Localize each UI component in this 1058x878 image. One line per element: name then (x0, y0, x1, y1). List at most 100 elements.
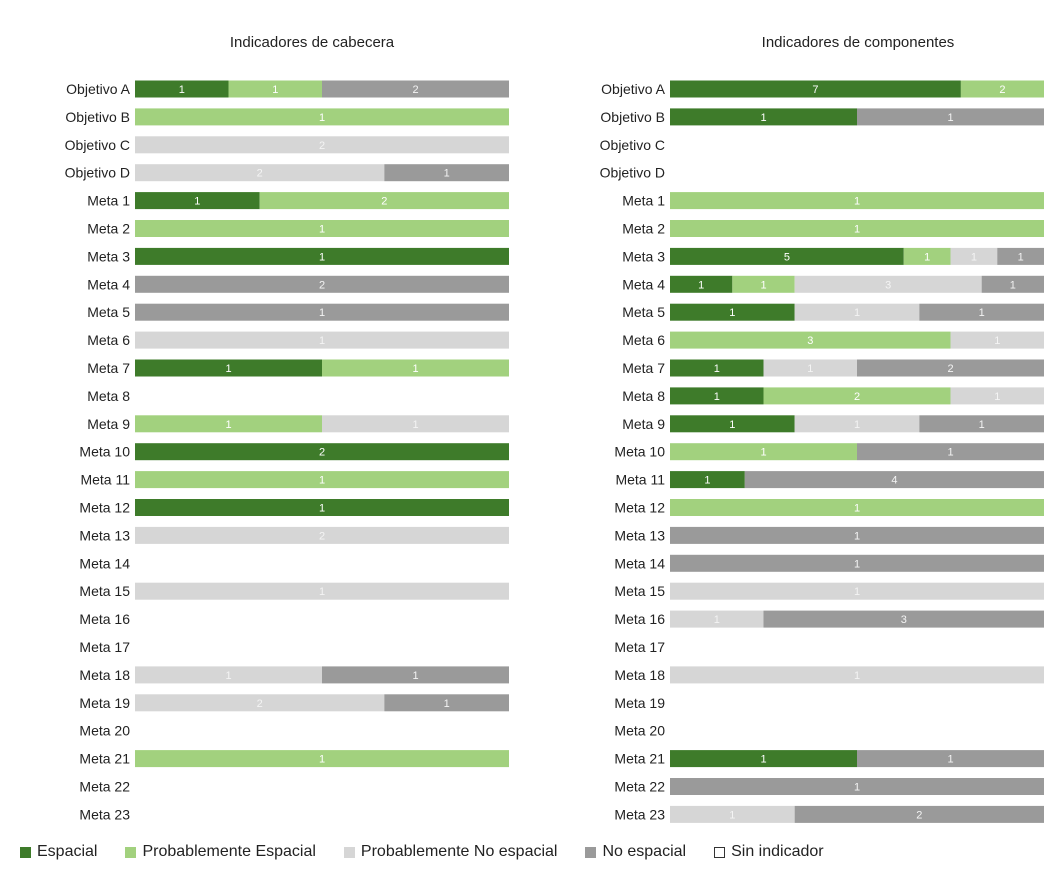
data-label: 1 (179, 84, 185, 96)
data-label: 1 (924, 251, 930, 263)
category-label: Meta 9 (622, 416, 665, 432)
bar-segment-no-espacial (135, 275, 509, 293)
bar-segment-espacial (670, 108, 857, 126)
category-label: Meta 13 (79, 527, 130, 543)
category-label: Meta 22 (614, 779, 665, 795)
data-label: 1 (760, 279, 766, 291)
category-label: Meta 15 (614, 583, 665, 599)
data-label: 1 (1018, 251, 1024, 263)
bar-segment-no-espacial (763, 610, 1044, 628)
category-label: Meta 5 (87, 304, 130, 320)
data-label: 1 (854, 196, 860, 208)
bar-segment-espacial (135, 359, 322, 377)
data-label: 1 (760, 754, 766, 766)
data-label: 1 (979, 307, 985, 319)
data-label: 2 (854, 391, 860, 403)
data-label: 1 (714, 614, 720, 626)
category-label: Meta 8 (87, 388, 130, 404)
bar-segment-no-espacial (857, 443, 1044, 461)
data-label: 7 (812, 84, 818, 96)
category-label: Meta 23 (79, 806, 130, 822)
legend-swatch-no-espacial (585, 846, 597, 858)
data-label: 1 (854, 558, 860, 570)
category-label: Meta 3 (87, 248, 130, 264)
bar-segment-probablemente-no-espacial (794, 415, 920, 433)
bar-segment-espacial (670, 303, 795, 321)
bar-segment-espacial (670, 471, 745, 489)
data-label: 1 (319, 307, 325, 319)
bar-segment-probablemente-no-espacial (135, 164, 385, 182)
data-label: 2 (381, 196, 387, 208)
data-label: 2 (319, 447, 325, 459)
data-label: 1 (807, 363, 813, 375)
data-label: 1 (319, 586, 325, 598)
bar-segment-probablemente-espacial (670, 499, 1044, 516)
bar-segment-no-espacial (135, 303, 509, 321)
bar-segment-espacial (135, 499, 509, 516)
legend-label-espacial: Espacial (37, 843, 98, 860)
data-label: 2 (412, 84, 418, 96)
data-label: 1 (319, 754, 325, 766)
bar-segment-probablemente-espacial (670, 331, 951, 349)
category-label: Meta 12 (79, 500, 130, 516)
bar-segment-espacial (135, 247, 509, 265)
category-label: Meta 20 (614, 723, 665, 739)
category-label: Meta 2 (622, 221, 665, 237)
data-label: 1 (729, 307, 735, 319)
bar-segment-espacial (670, 247, 904, 265)
bar-segment-probablemente-espacial (670, 192, 1044, 210)
bar-segment-probablemente-no-espacial (670, 805, 795, 823)
category-label: Meta 7 (87, 360, 130, 376)
legend-swatch-probablemente-no-espacial (343, 846, 355, 858)
data-label: 1 (854, 670, 860, 682)
bar-segment-probablemente-no-espacial (950, 331, 1044, 349)
legend-item-probablemente-no-espacial: Probablemente No espacial (343, 843, 557, 861)
category-label: Meta 4 (87, 276, 130, 292)
category-label: Meta 8 (622, 388, 665, 404)
data-label: 2 (257, 168, 263, 180)
bar-segment-probablemente-espacial (903, 247, 951, 265)
data-label: 1 (854, 530, 860, 542)
category-label: Meta 14 (614, 555, 665, 571)
bar-segment-no-espacial (384, 164, 509, 182)
bar-segment-no-espacial (919, 303, 1044, 321)
legend-label-sin-indicador: Sin indicador (731, 843, 824, 860)
category-label: Meta 6 (622, 332, 665, 348)
category-label: Meta 19 (79, 695, 130, 711)
legend-swatch-probablemente-espacial (125, 846, 137, 858)
data-label: 1 (704, 475, 710, 487)
bar-segment-espacial (670, 387, 764, 405)
data-label: 1 (994, 335, 1000, 347)
category-label: Meta 16 (79, 611, 130, 627)
bar-segment-espacial (135, 192, 260, 210)
data-label: 1 (947, 447, 953, 459)
category-label: Meta 3 (622, 248, 665, 264)
category-label: Meta 20 (79, 723, 130, 739)
legend-label-probablemente-espacial: Probablemente Espacial (142, 843, 316, 860)
data-label: 1 (971, 251, 977, 263)
category-label: Meta 19 (614, 695, 665, 711)
data-label: 1 (412, 670, 418, 682)
data-label: 2 (319, 530, 325, 542)
category-label: Meta 1 (622, 193, 665, 209)
category-label: Meta 14 (79, 555, 130, 571)
data-label: 2 (319, 140, 325, 152)
data-label: 1 (225, 419, 231, 431)
chart-title: Indicadores de cabecera (230, 34, 395, 51)
data-label: 1 (760, 112, 766, 124)
legend-item-espacial: Espacial (20, 843, 97, 861)
legend-item-sin-indicador: Sin indicador (714, 843, 824, 861)
bar-segment-no-espacial (322, 666, 509, 684)
data-label: 3 (885, 279, 891, 291)
bar-segment-probablemente-espacial (670, 220, 1044, 237)
category-label: Meta 5 (622, 304, 665, 320)
data-label: 1 (319, 503, 325, 515)
bar-segment-espacial (135, 80, 229, 98)
category-label: Meta 9 (87, 416, 130, 432)
bar-segment-no-espacial (794, 805, 1044, 823)
category-label: Meta 10 (614, 444, 665, 460)
data-label: 2 (916, 809, 922, 821)
data-label: 1 (854, 586, 860, 598)
data-label: 1 (714, 391, 720, 403)
bar-segment-probablemente-no-espacial (950, 247, 998, 265)
